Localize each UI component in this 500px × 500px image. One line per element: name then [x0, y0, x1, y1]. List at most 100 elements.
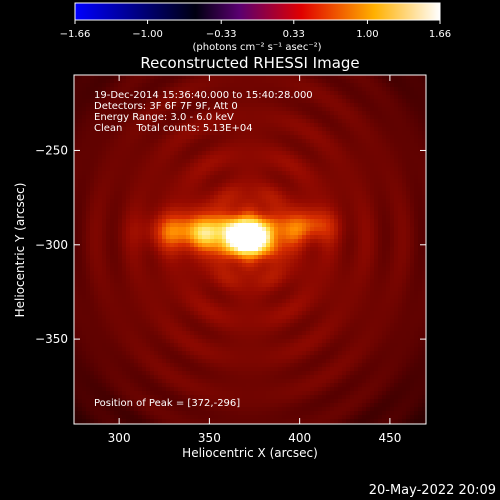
heatmap-cell: [234, 163, 238, 167]
heatmap-cell: [170, 287, 174, 291]
heatmap-cell: [222, 135, 226, 139]
heatmap-cell: [346, 187, 350, 191]
heatmap-cell: [262, 167, 266, 171]
heatmap-cell: [166, 95, 170, 99]
heatmap-cell: [174, 163, 178, 167]
heatmap-cell: [150, 191, 154, 195]
heatmap-cell: [310, 75, 314, 79]
heatmap-cell: [390, 103, 394, 107]
heatmap-cell: [306, 147, 310, 151]
heatmap-cell: [410, 123, 414, 127]
heatmap-cell: [210, 171, 214, 175]
heatmap-cell: [422, 135, 426, 139]
heatmap-cell: [262, 187, 266, 191]
heatmap-cell: [150, 227, 154, 231]
heatmap-cell: [198, 107, 202, 111]
heatmap-cell: [330, 87, 334, 91]
heatmap-cell: [190, 227, 194, 231]
heatmap-cell: [374, 191, 378, 195]
heatmap-cell: [114, 79, 118, 83]
heatmap-cell: [258, 107, 262, 111]
heatmap-cell: [402, 87, 406, 91]
heatmap-cell: [114, 267, 118, 271]
heatmap-cell: [374, 223, 378, 227]
heatmap-cell: [266, 187, 270, 191]
heatmap-cell: [82, 139, 86, 143]
heatmap-cell: [138, 139, 142, 143]
heatmap-cell: [142, 255, 146, 259]
heatmap-cell: [266, 247, 270, 251]
heatmap-cell: [294, 79, 298, 83]
heatmap-cell: [306, 223, 310, 227]
heatmap-cell: [398, 147, 402, 151]
heatmap-cell: [86, 147, 90, 151]
heatmap-cell: [382, 243, 386, 247]
heatmap-cell: [278, 159, 282, 163]
heatmap-cell: [110, 119, 114, 123]
heatmap-cell: [250, 127, 254, 131]
heatmap-cell: [114, 183, 118, 187]
heatmap-cell: [390, 123, 394, 127]
heatmap-cell: [226, 191, 230, 195]
heatmap-cell: [302, 151, 306, 155]
heatmap-cell: [114, 107, 118, 111]
heatmap-cell: [362, 295, 366, 299]
heatmap-cell: [298, 227, 302, 231]
heatmap-cell: [174, 79, 178, 83]
heatmap-cell: [226, 111, 230, 115]
heatmap-cell: [270, 259, 274, 263]
heatmap-cell: [138, 275, 142, 279]
heatmap-cell: [406, 235, 410, 239]
heatmap-cell: [254, 103, 258, 107]
heatmap-cell: [302, 171, 306, 175]
heatmap-cell: [310, 251, 314, 255]
heatmap-cell: [330, 131, 334, 135]
heatmap-cell: [106, 163, 110, 167]
heatmap-cell: [146, 167, 150, 171]
heatmap-cell: [202, 271, 206, 275]
heatmap-cell: [222, 163, 226, 167]
heatmap-cell: [166, 107, 170, 111]
heatmap-cell: [170, 251, 174, 255]
heatmap-cell: [246, 115, 250, 119]
heatmap-cell: [98, 287, 102, 291]
heatmap-cell: [74, 115, 78, 119]
heatmap-cell: [354, 151, 358, 155]
heatmap-cell: [86, 219, 90, 223]
heatmap-cell: [230, 259, 234, 263]
heatmap-cell: [274, 211, 278, 215]
heatmap-cell: [126, 207, 130, 211]
heatmap-cell: [302, 127, 306, 131]
heatmap-cell: [94, 107, 98, 111]
heatmap-cell: [310, 259, 314, 263]
heatmap-cell: [234, 203, 238, 207]
heatmap-cell: [298, 235, 302, 239]
heatmap-cell: [334, 255, 338, 259]
heatmap-cell: [274, 75, 278, 79]
heatmap-cell: [210, 243, 214, 247]
heatmap-cell: [166, 131, 170, 135]
heatmap-cell: [218, 295, 222, 299]
heatmap-cell: [82, 187, 86, 191]
heatmap-cell: [294, 227, 298, 231]
heatmap-cell: [286, 107, 290, 111]
heatmap-cell: [330, 259, 334, 263]
heatmap-cell: [186, 299, 190, 303]
heatmap-cell: [182, 111, 186, 115]
heatmap-cell: [226, 279, 230, 283]
heatmap-cell: [78, 247, 82, 251]
heatmap-cell: [78, 119, 82, 123]
heatmap-cell: [350, 199, 354, 203]
heatmap-cell: [126, 223, 130, 227]
heatmap-cell: [194, 299, 198, 303]
heatmap-cell: [78, 163, 82, 167]
heatmap-cell: [206, 143, 210, 147]
heatmap-cell: [330, 203, 334, 207]
heatmap-cell: [234, 175, 238, 179]
heatmap-cell: [182, 239, 186, 243]
heatmap-cell: [266, 75, 270, 79]
heatmap-cell: [202, 79, 206, 83]
heatmap-cell: [318, 147, 322, 151]
heatmap-cell: [198, 199, 202, 203]
heatmap-cell: [246, 247, 250, 251]
